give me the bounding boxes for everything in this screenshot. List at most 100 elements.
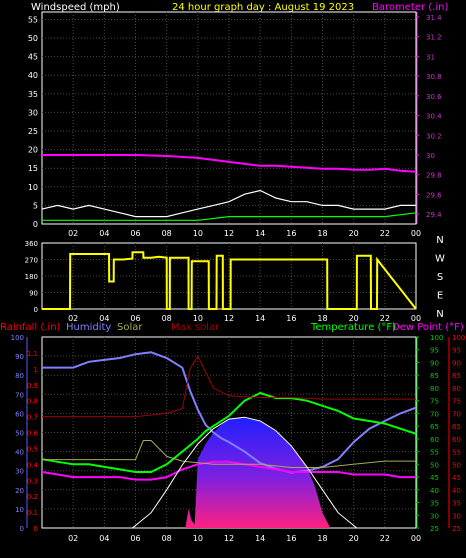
wind-y-tick-label: 45 [28,53,38,62]
rainfall-y-tick-label: 1.1 [27,350,38,358]
wind-y-tick-label: 30 [28,108,38,117]
temperature-label: Temperature (°F) [310,322,396,333]
wind-x-tick-label: 06 [130,229,140,238]
series-humidity-line [42,351,417,474]
wind-title: 24 hour graph day : August 19 2023 [172,2,354,13]
direction-x-tick-label: 04 [99,314,109,323]
wind-y-tick-label: 20 [28,146,38,155]
temperature-y-tick-label: 35 [430,500,439,508]
series-solar-area [185,417,331,528]
direction-grid [42,243,416,309]
series-barometer-line [42,154,417,173]
dewpoint-y-tick-label: 85 [452,372,461,380]
wind-x-ticks: 02 04 06 08 10 12 14 16 18 20 22 00 [68,229,421,238]
weather-x-tick-label: 14 [255,534,265,543]
direction-x-tick-label: 06 [130,314,140,323]
dewpoint-y-tick-label: 40 [452,487,461,495]
wind-x-tick-label: 12 [224,229,234,238]
rainfall-y-tick-label: 0.9 [27,382,38,390]
humidity-y-tick-label: 70 [15,391,24,399]
compass-letter: N [436,309,443,320]
wind-y-tick-label: 10 [28,183,38,192]
direction-y-ticks: 360 270 180 90 0 [25,240,38,314]
wind-x-tick-label: 08 [162,229,172,238]
temperature-y-tick-label: 45 [430,474,439,482]
wind-y-tick-label: 25 [28,127,38,136]
temperature-y-tick-label: 95 [430,347,439,355]
weather-x-tick-label: 04 [99,534,109,543]
weather-x-tick-label: 16 [286,534,296,543]
compass-letter: W [435,254,445,265]
barometer-y-tick-label: 29.8 [426,172,442,180]
humidity-y-tick-label: 0 [20,525,24,533]
temperature-y-tick-label: 60 [430,436,439,444]
wind-x-tick-label: 02 [68,229,78,238]
wind-x-tick-label: 20 [349,229,359,238]
temperature-y-tick-label: 55 [430,449,439,457]
weather-x-tick-label: 12 [224,534,234,543]
dewpoint-y-tick-label: 35 [452,500,461,508]
rainfall-y-tick-label: 0.8 [27,398,38,406]
rainfall-y-tick-label: 0.5 [27,445,38,453]
dewpoint-y-ticks: 100 95 90 85 80 75 70 65 60 55 50 45 40 35 30 25 [448,334,465,533]
wind-y-tick-label: 40 [28,71,38,80]
barometer-y-tick-label: 30.8 [426,73,442,81]
weather-x-tick-label: 20 [349,534,359,543]
direction-y-tick-label: 0 [34,306,38,314]
dewpoint-y-tick-label: 65 [452,423,461,431]
direction-x-tick-label: 00 [411,314,421,323]
series-average-line [42,212,417,221]
dewpoint-y-tick-label: 80 [452,385,461,393]
temperature-y-tick-label: 50 [430,461,439,469]
barometer-y-tick-label: 31 [426,53,435,61]
humidity-y-tick-label: 30 [15,468,24,476]
wind-x-tick-label: 10 [193,229,203,238]
direction-series [42,251,417,310]
rainfall-y-tick-label: 1 [34,366,38,374]
compass-letter: N [436,235,443,246]
dewpoint-y-tick-label: 25 [452,525,461,533]
direction-y-tick-label: 270 [25,257,38,265]
direction-y-tick-label: 360 [25,240,38,248]
direction-y-tick-label: 180 [25,273,38,281]
wind-panel: Windspeed (mph) 24 hour graph day : Augu… [28,2,449,238]
wind-y-label: Windspeed (mph) [31,2,120,13]
wind-x-tick-label: 22 [380,229,390,238]
compass-letter: E [437,291,443,302]
temperature-y-tick-label: 100 [430,334,443,342]
humidity-y-tick-label: 50 [15,430,24,438]
compass-letter: S [437,272,443,283]
dewpoint-y-tick-label: 75 [452,398,461,406]
wind-y-tick-label: 15 [28,164,38,173]
weather-x-tick-label: 18 [317,534,327,543]
direction-x-tick-label: 02 [68,314,78,323]
dewpoint-y-tick-label: 100 [452,334,465,342]
weather-x-tick-label: 00 [411,534,421,543]
wind-x-tick-label: 04 [99,229,109,238]
rainfall-y-tick-label: 0.2 [27,493,38,501]
humidity-y-tick-label: 80 [15,372,24,380]
solar-label: Solar [117,322,143,333]
direction-x-tick-label: 10 [193,314,203,323]
dewpoint-y-tick-label: 50 [452,461,461,469]
temperature-y-tick-label: 75 [430,398,439,406]
weather-x-tick-label: 06 [130,534,140,543]
wind-y-tick-label: 35 [28,90,38,99]
temperature-y-ticks: 100 95 90 85 80 75 70 65 60 55 50 45 40 35 30 25 [416,334,443,533]
dewpoint-y-tick-label: 70 [452,410,461,418]
wind-y-tick-label: 55 [28,15,38,24]
rainfall-y-ticks: 1.1 1 0.9 0.8 0.7 0.6 0.5 0.4 0.3 0.2 0.1 0 [26,337,39,533]
direction-x-tick-label: 20 [349,314,359,323]
rainfall-y-tick-label: 0.3 [27,477,38,485]
series-solar-level-line [42,440,416,468]
direction-x-tick-label: 12 [224,314,234,323]
barometer-y-tick-label: 29.6 [426,191,442,199]
series-direction-line [42,251,417,310]
humidity-label: Humidity [66,322,111,333]
barometer-y-label: Barometer (.in) [372,2,448,13]
temperature-y-tick-label: 65 [430,423,439,431]
barometer-y-tick-label: 30.4 [426,113,442,121]
temperature-y-tick-label: 85 [430,372,439,380]
